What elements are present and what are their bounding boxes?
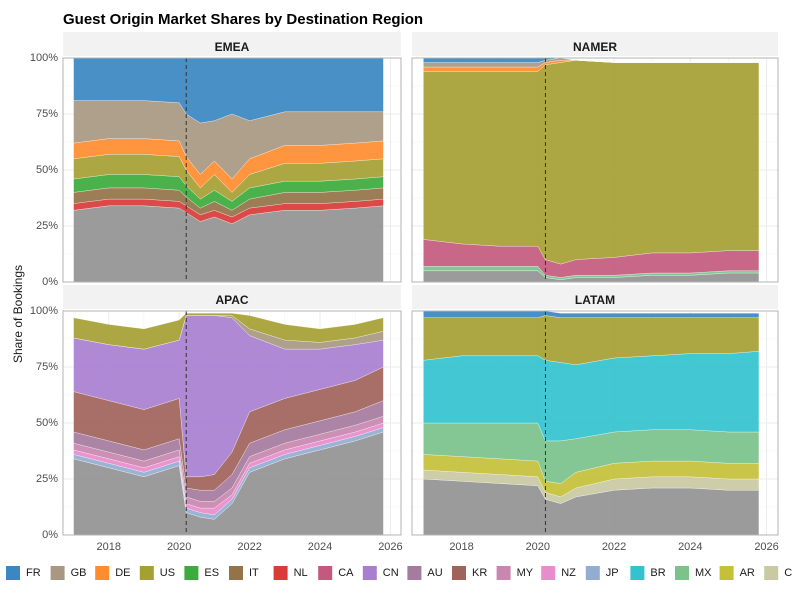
legend-label: CN: [383, 567, 399, 579]
y-tick-label: 50%: [36, 164, 58, 176]
y-axis-title: Share of Bookings: [11, 265, 25, 363]
x-tick-label: 2020: [167, 541, 191, 553]
panel-border: [62, 57, 402, 283]
legend-swatch: [719, 566, 734, 580]
chart-title: Guest Origin Market Shares by Destinatio…: [63, 11, 423, 28]
legend-label: BR: [650, 567, 665, 579]
legend-label: MX: [695, 567, 712, 579]
legend-swatch: [318, 566, 333, 580]
legend-label: FR: [26, 567, 41, 579]
x-tick-label: 2022: [237, 541, 261, 553]
legend-swatch: [496, 566, 511, 580]
legend-item-ar: AR: [719, 566, 755, 580]
legend-label: AR: [740, 567, 755, 579]
panel-strip-label: APAC: [215, 293, 248, 307]
panel-latam: LATAM 2018 2020 2022 2024 2026: [411, 285, 779, 553]
legend-swatch: [675, 566, 689, 580]
legend-label: GB: [71, 567, 87, 579]
legend-item-gb: GB: [50, 566, 87, 580]
y-tick-label: 50%: [36, 417, 58, 429]
area-apac-us: [73, 312, 384, 350]
legend-item-br: BR: [630, 566, 666, 580]
legend-item-es: ES: [184, 566, 219, 580]
x-tick-label: 2018: [97, 541, 121, 553]
y-tick-label: 75%: [36, 108, 58, 120]
legend-item-jp: JP: [585, 566, 619, 580]
legend-item-it: IT: [229, 566, 259, 580]
legend-swatch: [6, 566, 20, 580]
legend-item-cl: CL: [764, 566, 793, 580]
y-tick-label: 0%: [42, 529, 58, 541]
panel-strip-label: LATAM: [575, 293, 615, 307]
x-tick-label: 2018: [449, 541, 473, 553]
legend-swatch: [50, 566, 65, 580]
panel-strip: [412, 285, 778, 309]
y-tick-label: 100%: [30, 52, 58, 64]
legend-item-nz: NZ: [541, 566, 576, 580]
panel-border: [62, 310, 402, 536]
y-tick-label: 100%: [30, 305, 58, 317]
x-tick-label: 2022: [602, 541, 626, 553]
legend-swatch: [541, 566, 556, 580]
legend-label: IT: [249, 567, 259, 579]
legend-label: CL: [784, 567, 793, 579]
x-tick-label: 2024: [308, 541, 332, 553]
legend-label: KR: [472, 567, 487, 579]
legend-swatch: [273, 566, 288, 580]
panel-strip-label: EMEA: [215, 40, 250, 54]
panel-emea: EMEA 0% 25% 50% 75% 100%: [30, 32, 402, 288]
legend-swatch: [362, 566, 377, 580]
x-tick-label: 2026: [754, 541, 778, 553]
x-tick-label: 2020: [526, 541, 550, 553]
legend-label: MY: [517, 567, 534, 579]
legend-item-nl: NL: [273, 566, 308, 580]
legend-item-fr: FR: [6, 566, 41, 580]
y-tick-label: 25%: [36, 473, 58, 485]
legend: FR GB DE US ES IT NL CA CN AU KR MY NZ JP BR MX AR CL: [6, 566, 793, 580]
panel-namer: NAMER: [411, 32, 779, 283]
facet-panels: EMEA 0% 25% 50% 75% 100% NAMER APAC 0% 25% 50% 75% 1…: [30, 32, 779, 553]
area-namer-us: [423, 59, 760, 265]
panel-strip: [63, 32, 401, 56]
y-tick-label: 25%: [36, 220, 58, 232]
panel-strip-label: NAMER: [573, 40, 617, 54]
legend-label: NL: [294, 567, 308, 579]
y-tick-label: 0%: [42, 276, 58, 288]
panel-strip: [412, 32, 778, 56]
legend-swatch: [630, 566, 645, 580]
panel-apac: APAC 0% 25% 50% 75% 100% 2018 2020 2022 2024 2026: [30, 285, 403, 553]
legend-label: CA: [338, 567, 354, 579]
legend-item-de: DE: [95, 566, 130, 580]
legend-swatch: [95, 566, 110, 580]
legend-swatch: [184, 566, 199, 580]
panel-border: [411, 57, 779, 283]
legend-swatch: [585, 566, 600, 580]
legend-item-ca: CA: [318, 566, 354, 580]
legend-label: JP: [606, 567, 619, 579]
legend-swatch: [407, 566, 422, 580]
legend-label: US: [160, 567, 175, 579]
y-tick-label: 75%: [36, 361, 58, 373]
legend-item-kr: KR: [452, 566, 487, 580]
legend-item-au: AU: [407, 566, 443, 580]
legend-swatch: [229, 566, 243, 580]
legend-label: AU: [427, 567, 442, 579]
legend-item-cn: CN: [362, 566, 399, 580]
area-latam-fr: [423, 310, 760, 318]
legend-item-my: MY: [496, 566, 534, 580]
legend-label: DE: [115, 567, 130, 579]
legend-swatch: [139, 566, 154, 580]
legend-item-us: US: [139, 566, 175, 580]
legend-label: ES: [204, 567, 219, 579]
x-tick-label: 2024: [678, 541, 702, 553]
legend-swatch: [452, 566, 466, 580]
panel-strip: [63, 285, 401, 309]
panel-border: [411, 310, 779, 536]
legend-item-mx: MX: [675, 566, 712, 580]
legend-swatch: [764, 566, 779, 580]
legend-label: NZ: [561, 567, 576, 579]
x-tick-label: 2026: [378, 541, 402, 553]
